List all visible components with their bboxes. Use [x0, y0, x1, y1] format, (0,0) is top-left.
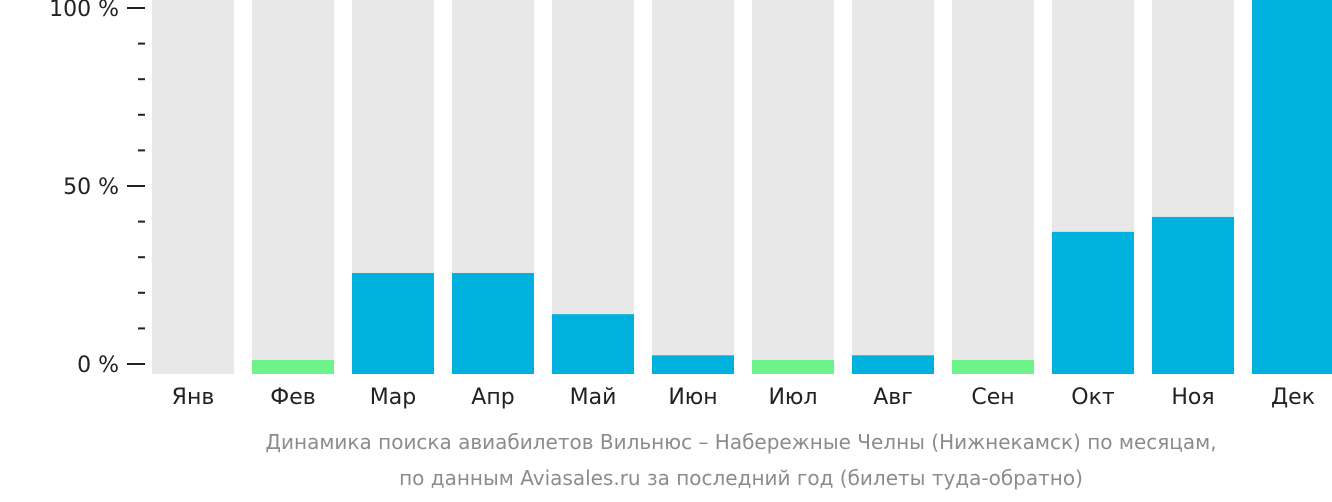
x-category-label: Дек [1271, 385, 1315, 410]
x-category-label: Авг [873, 385, 913, 410]
bar-2 [252, 360, 334, 374]
bar-background [252, 0, 334, 374]
bar-background [952, 0, 1034, 374]
y-tick-label: 50 % [63, 175, 119, 200]
x-category-label: Апр [471, 385, 514, 410]
x-category-label: Янв [172, 385, 215, 410]
chart-caption-line-2: по данным Aviasales.ru за последний год … [399, 466, 1083, 490]
bar-background [852, 0, 934, 374]
bar-10 [1052, 231, 1134, 374]
bar-7 [752, 360, 834, 374]
x-axis-labels: Янв Фев Мар Апр Май Июн Июл Авг Сен Окт Ноя Дек [172, 385, 1315, 410]
x-category-label: Май [570, 385, 617, 410]
bar-4 [452, 273, 534, 374]
chart-caption-line-1: Динамика поиска авиабилетов Вильнюс – На… [265, 430, 1217, 454]
bar-chart: 0 % 50 % 100 % Янв Фев Мар Апр Май Июн Июл Авг Сен… [49, 0, 1332, 410]
x-category-label: Фев [270, 385, 315, 410]
x-category-label: Ноя [1171, 385, 1214, 410]
y-tick-label: 100 % [49, 0, 119, 22]
x-category-label: Сен [971, 385, 1014, 410]
bar-5 [552, 314, 634, 374]
bar-background [652, 0, 734, 374]
bar-background [152, 0, 234, 374]
bar-11 [1152, 216, 1234, 374]
bar-background [552, 0, 634, 374]
y-tick-label: 0 % [77, 353, 119, 378]
bar-3 [352, 273, 434, 374]
bar-12 [1252, 0, 1332, 374]
x-category-label: Окт [1071, 385, 1115, 410]
bar-background [752, 0, 834, 374]
bar-9 [952, 360, 1034, 374]
bars [152, 0, 1332, 374]
y-axis: 0 % 50 % 100 % [49, 0, 145, 378]
x-category-label: Мар [370, 385, 416, 410]
x-category-label: Июн [668, 385, 717, 410]
x-category-label: Июл [768, 385, 817, 410]
bar-6 [652, 355, 734, 374]
bar-8 [852, 355, 934, 374]
